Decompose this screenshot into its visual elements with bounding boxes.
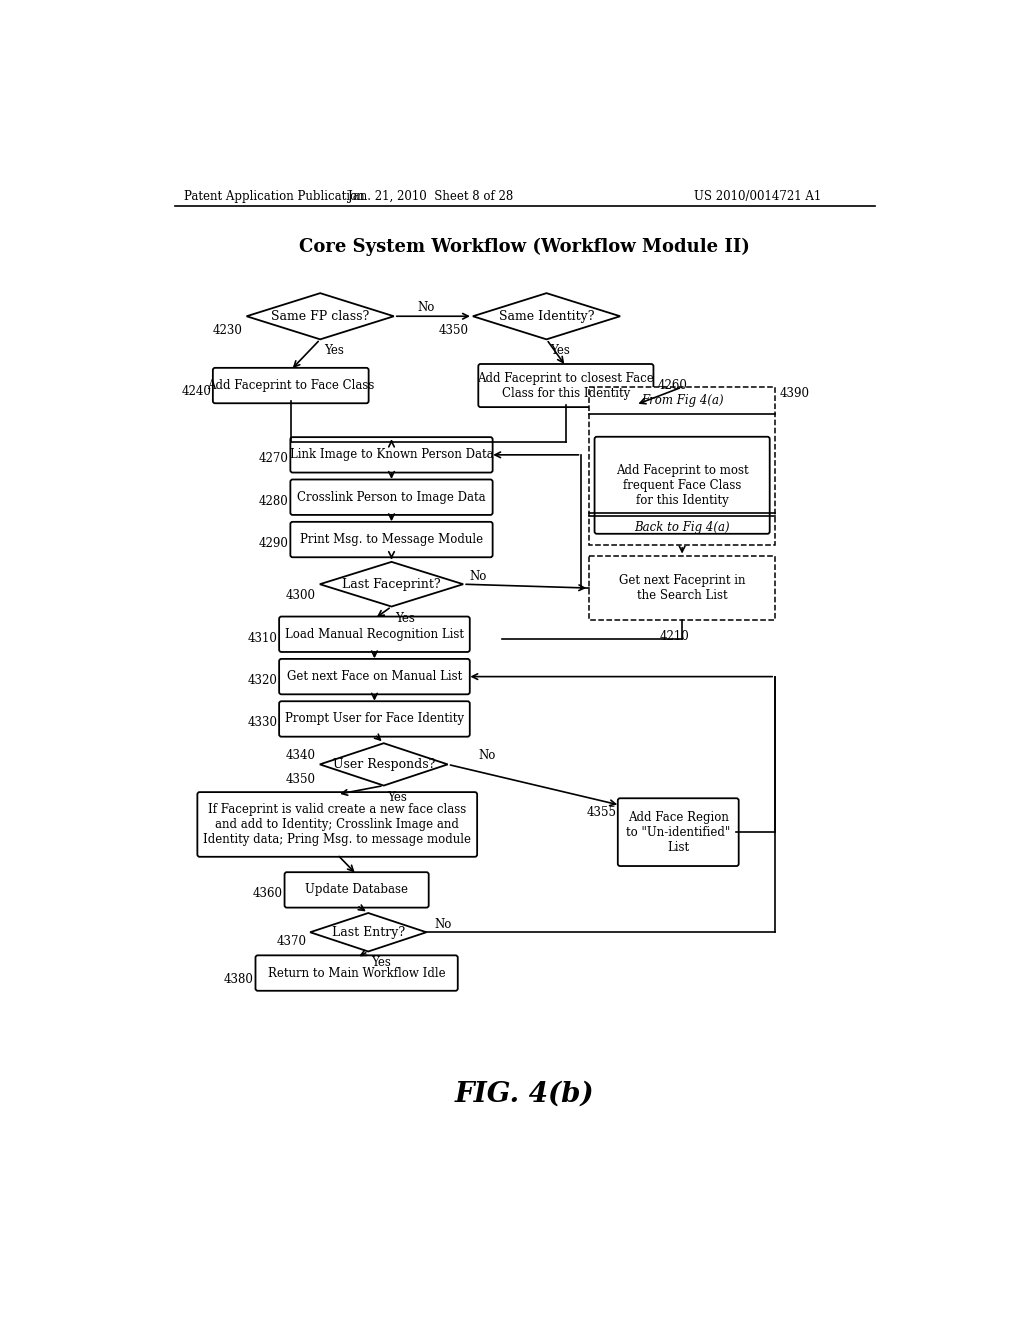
- Text: 4210: 4210: [659, 630, 689, 643]
- FancyBboxPatch shape: [291, 521, 493, 557]
- Text: 4370: 4370: [276, 935, 306, 948]
- Text: Yes: Yes: [387, 792, 407, 804]
- Text: 4390: 4390: [779, 387, 810, 400]
- Text: Patent Application Publication: Patent Application Publication: [183, 190, 365, 203]
- FancyBboxPatch shape: [280, 701, 470, 737]
- FancyBboxPatch shape: [478, 364, 653, 407]
- Text: Crosslink Person to Image Data: Crosslink Person to Image Data: [297, 491, 485, 504]
- FancyBboxPatch shape: [285, 873, 429, 908]
- Text: No: No: [417, 301, 434, 314]
- Text: Return to Main Workflow Idle: Return to Main Workflow Idle: [268, 966, 445, 979]
- Text: 4310: 4310: [248, 631, 278, 644]
- Text: From Fig 4(a): From Fig 4(a): [641, 395, 723, 408]
- Text: 4380: 4380: [224, 973, 254, 986]
- Text: User Responds?: User Responds?: [333, 758, 435, 771]
- Text: If Faceprint is valid create a new face class
and add to Identity; Crosslink Ima: If Faceprint is valid create a new face …: [203, 803, 471, 846]
- Polygon shape: [473, 293, 621, 339]
- Text: 4280: 4280: [259, 495, 289, 508]
- Bar: [589, 387, 775, 545]
- Text: Core System Workflow (Workflow Module II): Core System Workflow (Workflow Module II…: [299, 238, 751, 256]
- Text: Prompt User for Face Identity: Prompt User for Face Identity: [285, 713, 464, 726]
- Text: Load Manual Recognition List: Load Manual Recognition List: [285, 628, 464, 640]
- Text: Last Faceprint?: Last Faceprint?: [342, 578, 440, 591]
- Text: Add Faceprint to Face Class: Add Faceprint to Face Class: [207, 379, 375, 392]
- Text: 4360: 4360: [253, 887, 283, 900]
- Text: Get next Face on Manual List: Get next Face on Manual List: [287, 671, 462, 684]
- Text: 4260: 4260: [657, 379, 687, 392]
- FancyBboxPatch shape: [255, 956, 458, 991]
- Text: Print Msg. to Message Module: Print Msg. to Message Module: [300, 533, 483, 546]
- Text: 4240: 4240: [181, 385, 211, 399]
- Text: No: No: [469, 570, 486, 583]
- Text: 4330: 4330: [248, 717, 278, 730]
- Text: 4230: 4230: [213, 323, 243, 337]
- Text: Add Faceprint to most
frequent Face Class
for this Identity: Add Faceprint to most frequent Face Clas…: [615, 463, 749, 507]
- Text: 4350: 4350: [286, 774, 316, 787]
- Text: Link Image to Known Person Data: Link Image to Known Person Data: [290, 449, 494, 462]
- Text: Back to Fig 4(a): Back to Fig 4(a): [634, 521, 730, 535]
- Text: Yes: Yes: [550, 345, 570, 358]
- Text: Last Entry?: Last Entry?: [332, 925, 404, 939]
- Text: 4350: 4350: [439, 323, 469, 337]
- Text: Yes: Yes: [372, 956, 391, 969]
- Text: Same FP class?: Same FP class?: [271, 310, 370, 323]
- Text: 4290: 4290: [259, 537, 289, 550]
- Text: FIG. 4(b): FIG. 4(b): [455, 1081, 595, 1107]
- Text: 4340: 4340: [286, 748, 316, 762]
- FancyBboxPatch shape: [198, 792, 477, 857]
- Text: Update Database: Update Database: [305, 883, 409, 896]
- Text: Yes: Yes: [324, 345, 344, 358]
- Text: Yes: Yes: [395, 611, 416, 624]
- Text: Add Faceprint to closest Face
Class for this Identity: Add Faceprint to closest Face Class for …: [477, 371, 654, 400]
- Text: 4300: 4300: [286, 589, 316, 602]
- FancyBboxPatch shape: [280, 616, 470, 652]
- FancyBboxPatch shape: [280, 659, 470, 694]
- Text: Same Identity?: Same Identity?: [499, 310, 594, 323]
- Text: Add Face Region
to "Un-identified"
List: Add Face Region to "Un-identified" List: [626, 810, 730, 854]
- Text: Get next Faceprint in
the Search List: Get next Faceprint in the Search List: [618, 574, 745, 602]
- Text: 4355: 4355: [587, 807, 616, 820]
- Text: No: No: [434, 917, 452, 931]
- Polygon shape: [319, 562, 463, 607]
- FancyBboxPatch shape: [595, 437, 770, 533]
- Text: US 2010/0014721 A1: US 2010/0014721 A1: [693, 190, 821, 203]
- Text: 4320: 4320: [248, 675, 278, 686]
- Polygon shape: [310, 913, 426, 952]
- Polygon shape: [247, 293, 394, 339]
- FancyBboxPatch shape: [291, 479, 493, 515]
- FancyBboxPatch shape: [213, 368, 369, 404]
- FancyBboxPatch shape: [291, 437, 493, 473]
- Text: Jan. 21, 2010  Sheet 8 of 28: Jan. 21, 2010 Sheet 8 of 28: [347, 190, 513, 203]
- Text: 4270: 4270: [259, 453, 289, 465]
- Text: No: No: [478, 748, 496, 762]
- Polygon shape: [319, 743, 447, 785]
- Bar: [589, 557, 775, 619]
- FancyBboxPatch shape: [617, 799, 738, 866]
